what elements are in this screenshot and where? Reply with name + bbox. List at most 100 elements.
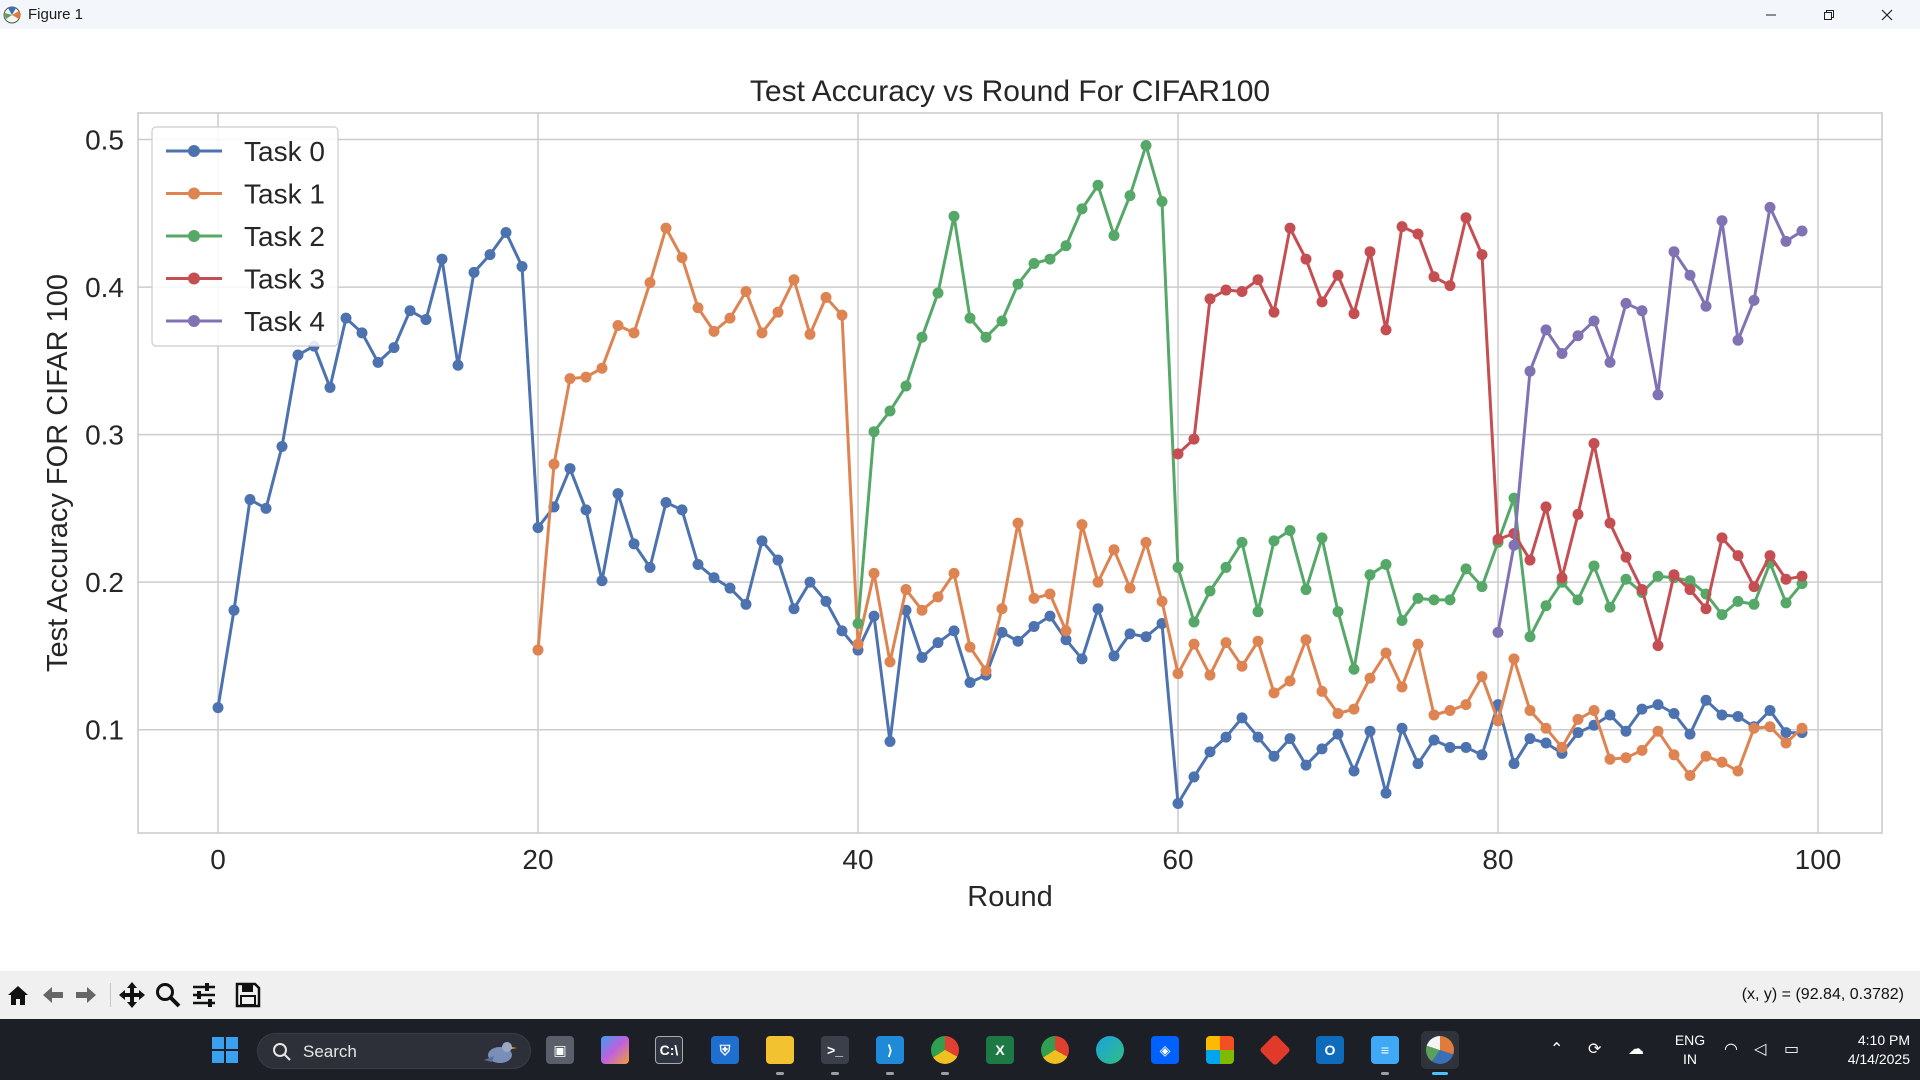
data-point xyxy=(660,222,672,234)
data-point xyxy=(868,567,880,579)
language-indicator[interactable]: ENG IN xyxy=(1670,1031,1710,1069)
x-tick-label: 80 xyxy=(1482,844,1513,875)
close-button[interactable] xyxy=(1858,0,1916,29)
taskbar-security[interactable]: ⛨ xyxy=(706,1031,744,1069)
data-point xyxy=(932,591,944,603)
data-point xyxy=(628,327,640,339)
data-point xyxy=(1220,637,1232,649)
data-point xyxy=(1492,626,1504,638)
taskbar-notepad[interactable]: ≡ xyxy=(1366,1031,1404,1075)
copilot-icon xyxy=(601,1036,629,1064)
data-point xyxy=(1684,728,1696,740)
taskbar-terminal-app[interactable]: C:\ xyxy=(650,1031,688,1069)
save-figure-button[interactable] xyxy=(232,979,264,1011)
data-point xyxy=(1524,554,1536,566)
taskbar-chrome-1[interactable] xyxy=(926,1031,964,1075)
minimize-button[interactable] xyxy=(1742,0,1800,29)
window-title: Figure 1 xyxy=(28,6,84,23)
data-point xyxy=(548,458,560,470)
taskbar-terminal[interactable]: >_ xyxy=(816,1031,854,1075)
taskbar-app-diamond[interactable] xyxy=(1256,1031,1294,1069)
data-point xyxy=(1636,703,1648,715)
data-point xyxy=(260,502,272,514)
taskbar-excel[interactable]: X xyxy=(981,1031,1019,1069)
sync-status-button[interactable]: ⟳ xyxy=(1588,1039,1601,1059)
data-point xyxy=(276,440,288,452)
data-point xyxy=(1476,671,1488,683)
zoom-button[interactable] xyxy=(152,979,184,1011)
taskbar-chrome-2[interactable] xyxy=(1036,1031,1074,1069)
configure-subplots-button[interactable] xyxy=(188,979,220,1011)
data-point xyxy=(1764,201,1776,213)
data-point xyxy=(1652,640,1664,652)
data-point xyxy=(1492,533,1504,545)
taskbar-edge[interactable] xyxy=(1091,1031,1129,1069)
data-point xyxy=(1284,222,1296,234)
windows-taskbar: Search ▣ C:\ ⛨ >_ ⟩ X ◈ O ≡ ⌃ ⟳ ☁ ENG IN… xyxy=(0,1019,1920,1080)
data-point xyxy=(1412,758,1424,770)
search-label: Search xyxy=(303,1042,357,1061)
taskbar-matplotlib-figure[interactable] xyxy=(1421,1031,1459,1075)
forward-button[interactable] xyxy=(70,979,102,1011)
data-point xyxy=(868,610,880,622)
terminal-icon: >_ xyxy=(821,1036,849,1064)
volume-button[interactable]: ◁ xyxy=(1754,1039,1766,1059)
figure-canvas[interactable]: 0 20 40 60 80 100 0.1 0.2 0.3 0.4 0.5 Test Accurac… xyxy=(0,29,1920,971)
data-point xyxy=(1268,750,1280,762)
data-point xyxy=(1028,257,1040,269)
taskbar-vscode[interactable]: ⟩ xyxy=(871,1031,909,1075)
data-point xyxy=(596,362,608,374)
home-button[interactable] xyxy=(2,979,34,1011)
series-task-2 xyxy=(852,139,1808,675)
taskbar-store[interactable] xyxy=(1201,1031,1239,1069)
data-point xyxy=(1396,221,1408,233)
data-point xyxy=(1060,634,1072,646)
data-point xyxy=(1460,563,1472,575)
pan-button[interactable] xyxy=(116,979,148,1011)
series-task-0 xyxy=(212,227,1808,809)
data-point xyxy=(1796,722,1808,734)
data-point xyxy=(500,227,512,239)
data-point xyxy=(1732,550,1744,562)
taskbar-clock[interactable]: 4:10 PM 4/14/2025 xyxy=(1810,1031,1910,1069)
data-point xyxy=(1252,635,1264,647)
data-point xyxy=(1460,741,1472,753)
data-point xyxy=(1732,765,1744,777)
data-point xyxy=(900,584,912,596)
taskbar-outlook[interactable]: O xyxy=(1311,1031,1349,1069)
data-point xyxy=(852,617,864,629)
data-point xyxy=(564,373,576,385)
edge-icon xyxy=(1096,1036,1124,1064)
data-point xyxy=(1316,532,1328,544)
data-point xyxy=(740,598,752,610)
network-button[interactable]: ◠ xyxy=(1724,1039,1738,1059)
restore-button[interactable] xyxy=(1800,0,1858,29)
start-button[interactable] xyxy=(206,1031,244,1069)
legend-label: Task 2 xyxy=(244,221,325,252)
taskbar-search-box[interactable]: Search xyxy=(257,1033,531,1069)
excel-icon: X xyxy=(986,1036,1014,1064)
data-point xyxy=(1524,733,1536,745)
language-code: ENG xyxy=(1674,1032,1706,1048)
data-point xyxy=(772,306,784,318)
legend-marker xyxy=(188,315,200,327)
data-point xyxy=(1092,603,1104,615)
data-point xyxy=(1780,235,1792,247)
taskbar-file-explorer[interactable] xyxy=(761,1031,799,1075)
taskbar-copilot[interactable] xyxy=(596,1031,634,1069)
data-point xyxy=(436,253,448,265)
data-point xyxy=(1108,650,1120,662)
data-point xyxy=(1380,647,1392,659)
battery-button[interactable]: ▭ xyxy=(1784,1039,1799,1059)
data-point xyxy=(1332,707,1344,719)
taskbar-task-view[interactable]: ▣ xyxy=(541,1031,579,1069)
data-point xyxy=(292,349,304,361)
taskbar-dropbox[interactable]: ◈ xyxy=(1146,1031,1184,1069)
data-point xyxy=(1092,576,1104,588)
back-button[interactable] xyxy=(37,979,69,1011)
data-point xyxy=(1780,597,1792,609)
data-point xyxy=(1060,240,1072,252)
onedrive-button[interactable]: ☁ xyxy=(1628,1039,1644,1059)
minimize-icon xyxy=(1766,14,1776,15)
show-hidden-icons-button[interactable]: ⌃ xyxy=(1550,1039,1563,1059)
